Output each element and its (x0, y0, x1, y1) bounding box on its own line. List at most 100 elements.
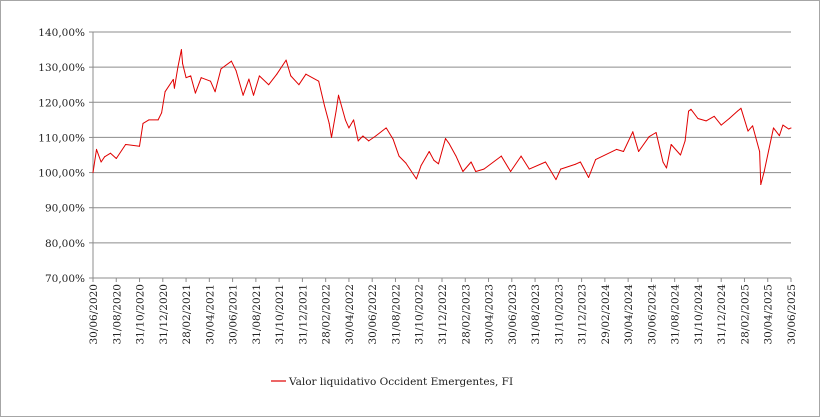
data-point (161, 112, 163, 114)
data-point (760, 184, 762, 186)
data-point (220, 68, 222, 70)
x-tick-label: 30/04/2024 (623, 284, 635, 345)
data-point (92, 172, 94, 174)
x-tick-label: 31/12/2024 (716, 284, 728, 345)
y-tick-label: 120,00% (38, 97, 85, 109)
x-tick-label: 30/04/2023 (484, 284, 496, 345)
data-point (200, 77, 202, 79)
data-point (690, 108, 692, 110)
data-point (595, 159, 597, 161)
series-layer (92, 49, 792, 186)
data-point (622, 150, 624, 152)
x-tick-label: 30/06/2024 (646, 284, 658, 345)
y-tick-label: 90,00% (45, 203, 85, 215)
data-point (500, 155, 502, 157)
data-point (736, 110, 738, 112)
data-point (125, 143, 127, 145)
y-tick-label: 80,00% (45, 238, 85, 250)
legend-label: Valor liquidativo Occident Emergentes, F… (288, 376, 513, 388)
data-point (470, 161, 472, 163)
data-point (375, 135, 377, 137)
x-tick-label: 30/04/2022 (344, 284, 356, 345)
data-point (190, 75, 192, 77)
data-point (214, 91, 216, 93)
data-point (545, 161, 547, 163)
x-tick-label: 30/06/2025 (786, 284, 798, 345)
x-tick-label: 29/02/2024 (600, 284, 612, 345)
data-point (305, 73, 307, 75)
x-axis: 30/06/2020 31/08/2020 31/10/2020 31/12/2020… (88, 277, 798, 345)
data-point (555, 179, 557, 181)
data-point (324, 105, 326, 107)
data-point (790, 127, 792, 129)
data-point (104, 156, 106, 158)
data-point (448, 142, 450, 144)
data-point (670, 143, 672, 145)
data-point (666, 167, 668, 169)
data-point (258, 75, 260, 77)
y-tick-label: 140,00% (38, 27, 85, 39)
data-point (148, 119, 150, 121)
data-point (697, 117, 699, 119)
x-tick-label: 31/08/2021 (251, 284, 263, 345)
data-point (588, 176, 590, 178)
x-tick-label: 31/12/2023 (577, 284, 589, 345)
x-tick-label: 31/12/2022 (437, 284, 449, 345)
x-tick-label: 28/02/2025 (739, 284, 751, 345)
data-point (405, 162, 407, 164)
data-point (483, 168, 485, 170)
x-tick-label: 30/06/2021 (228, 284, 240, 345)
data-point (782, 124, 784, 126)
data-point (392, 138, 394, 140)
x-tick-label: 30/04/2025 (763, 284, 775, 345)
data-point (109, 152, 111, 154)
data-point (778, 135, 780, 137)
x-tick-label: 28/02/2021 (181, 284, 193, 345)
series-line (92, 49, 792, 185)
data-point (728, 117, 730, 119)
x-tick-label: 31/12/2021 (297, 284, 309, 345)
y-axis: 70,00% 80,00% 90,00% 100,00% 110,00% 120,00% 1… (38, 27, 94, 285)
data-point (230, 60, 232, 62)
data-point (276, 73, 278, 75)
y-tick-label: 100,00% (38, 168, 85, 180)
data-point (142, 122, 144, 124)
data-point (194, 92, 196, 94)
data-point (444, 137, 446, 139)
data-point (462, 171, 464, 173)
data-point (335, 110, 337, 112)
data-point (415, 178, 417, 180)
data-point (180, 49, 182, 51)
data-point (713, 115, 715, 117)
y-tick-label: 110,00% (38, 132, 85, 144)
data-point (632, 131, 634, 133)
data-point (173, 87, 175, 89)
x-tick-label: 31/08/2024 (670, 284, 682, 345)
data-point (330, 136, 332, 138)
data-point (357, 140, 359, 142)
data-point (368, 140, 370, 142)
data-point (164, 91, 166, 93)
data-point (575, 163, 577, 165)
data-point (298, 84, 300, 86)
data-point (348, 127, 350, 129)
data-point (242, 94, 244, 96)
data-point (285, 59, 287, 61)
data-point (705, 120, 707, 122)
x-tick-label: 31/08/2020 (111, 284, 123, 345)
data-point (510, 171, 512, 173)
data-point (648, 136, 650, 138)
data-point (763, 171, 765, 173)
data-point (520, 155, 522, 157)
data-point (684, 140, 686, 142)
x-tick-label: 31/10/2024 (693, 284, 705, 345)
data-point (720, 124, 722, 126)
data-point (475, 171, 477, 173)
data-point (344, 119, 346, 121)
x-tick-label: 31/10/2020 (135, 284, 147, 345)
legend: Valor liquidativo Occident Emergentes, F… (271, 376, 513, 388)
x-tick-label: 31/10/2022 (414, 284, 426, 345)
data-point (385, 127, 387, 129)
data-point (268, 84, 270, 86)
